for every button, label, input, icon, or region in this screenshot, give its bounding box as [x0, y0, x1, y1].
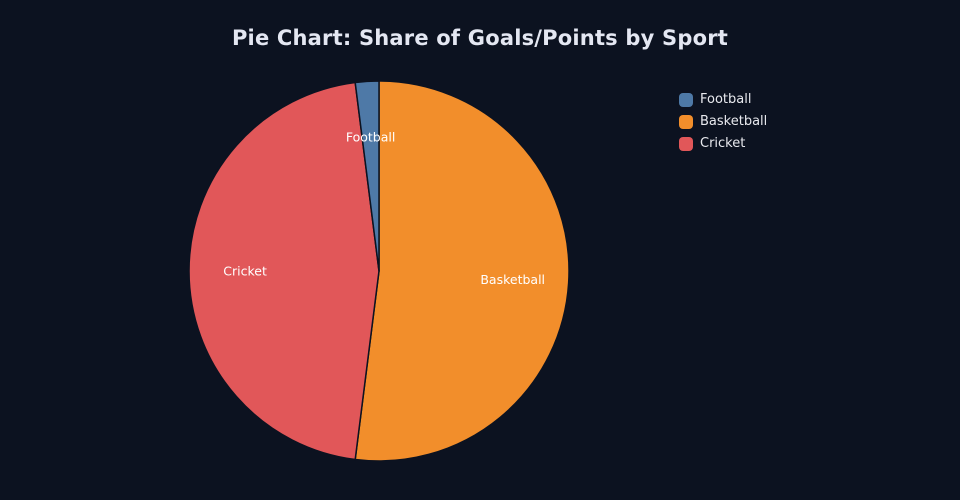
- legend-label: Football: [700, 92, 752, 107]
- legend-item-football[interactable]: Football: [679, 93, 767, 107]
- legend-swatch-icon: [679, 137, 693, 151]
- legend-swatch-icon: [679, 93, 693, 107]
- chart-title: Pie Chart: Share of Goals/Points by Spor…: [231, 26, 729, 50]
- legend-label: Basketball: [700, 114, 768, 129]
- legend-item-cricket[interactable]: Cricket: [679, 137, 767, 151]
- slice-label-football: Football: [346, 130, 395, 145]
- pie-slice-football[interactable]: [354, 80, 380, 272]
- legend-label: Cricket: [700, 136, 746, 151]
- pie-slice-cricket[interactable]: [188, 81, 380, 461]
- legend-item-basketball[interactable]: Basketball: [679, 115, 767, 129]
- legend-swatch-icon: [679, 115, 693, 129]
- slice-label-cricket: Cricket: [223, 263, 267, 278]
- legend: Football Basketball Cricket: [679, 93, 767, 159]
- pie-slice-basketball[interactable]: [354, 80, 570, 462]
- slice-label-basketball: Basketball: [480, 272, 545, 287]
